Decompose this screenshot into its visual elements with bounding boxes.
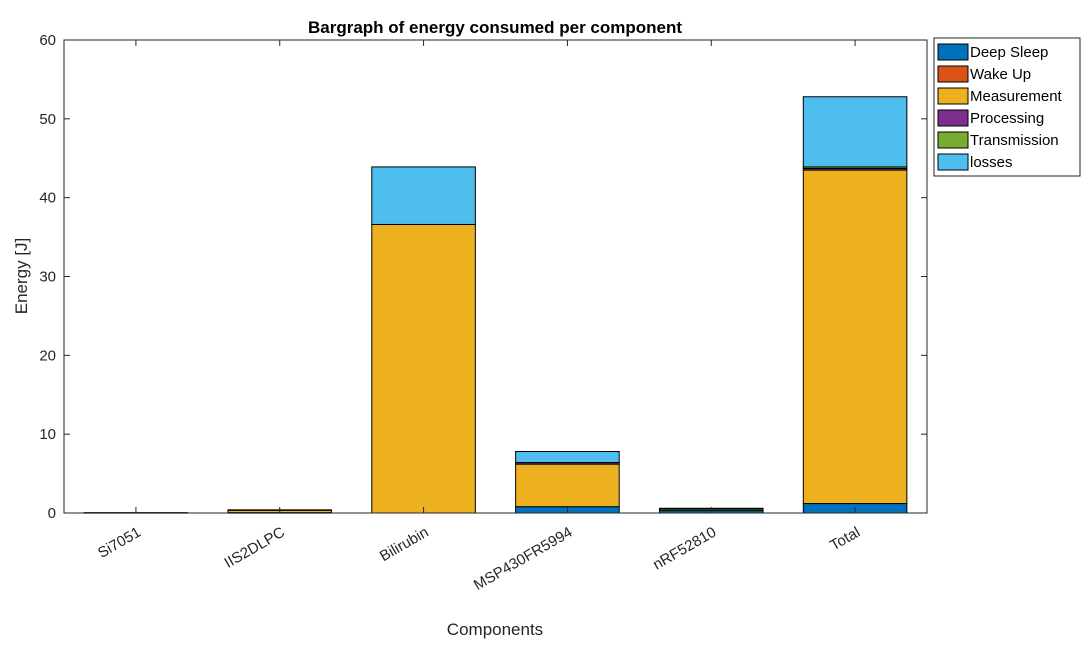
y-tick-label: 0 (48, 505, 56, 522)
legend-label: Transmission (970, 132, 1059, 149)
y-tick-label: 40 (39, 190, 56, 207)
y-tick-label: 20 (39, 347, 56, 364)
legend-label: Wake Up (970, 66, 1031, 83)
legend-swatch (937, 109, 969, 127)
chart-title: Bargraph of energy consumed per componen… (308, 18, 682, 37)
bar-segment (802, 96, 908, 168)
bar-segment (802, 169, 908, 505)
legend-label: Measurement (970, 88, 1063, 105)
legend-swatch (937, 153, 969, 171)
y-tick-label: 30 (39, 269, 56, 286)
axes-box (63, 39, 928, 514)
y-axis-label: Energy [J] (12, 238, 31, 315)
bar-segment (515, 451, 620, 464)
legend-swatch (937, 43, 969, 61)
plot-area: Si7051 IIS2DLPC Bilirubin MSP430FR5994 nRF52… (39, 32, 928, 594)
y-tick-label: 60 (39, 32, 56, 49)
bar-segment (371, 166, 476, 225)
bar-segment (371, 223, 476, 514)
legend-swatch (937, 87, 969, 105)
legend-label: Deep Sleep (970, 44, 1048, 61)
plot-background (64, 40, 927, 513)
y-tick-label: 50 (39, 111, 56, 128)
bar-segment (515, 463, 620, 508)
y-tick-label: 10 (39, 426, 56, 443)
legend-swatch (937, 131, 969, 149)
legend-label: losses (970, 154, 1013, 171)
x-axis-label: Components (447, 620, 543, 639)
legend-label: Processing (970, 110, 1044, 127)
legend-box (933, 37, 1081, 177)
legend: Deep Sleep Wake Up Measurement Processing Tr… (933, 37, 1081, 177)
legend-swatch (937, 65, 969, 83)
